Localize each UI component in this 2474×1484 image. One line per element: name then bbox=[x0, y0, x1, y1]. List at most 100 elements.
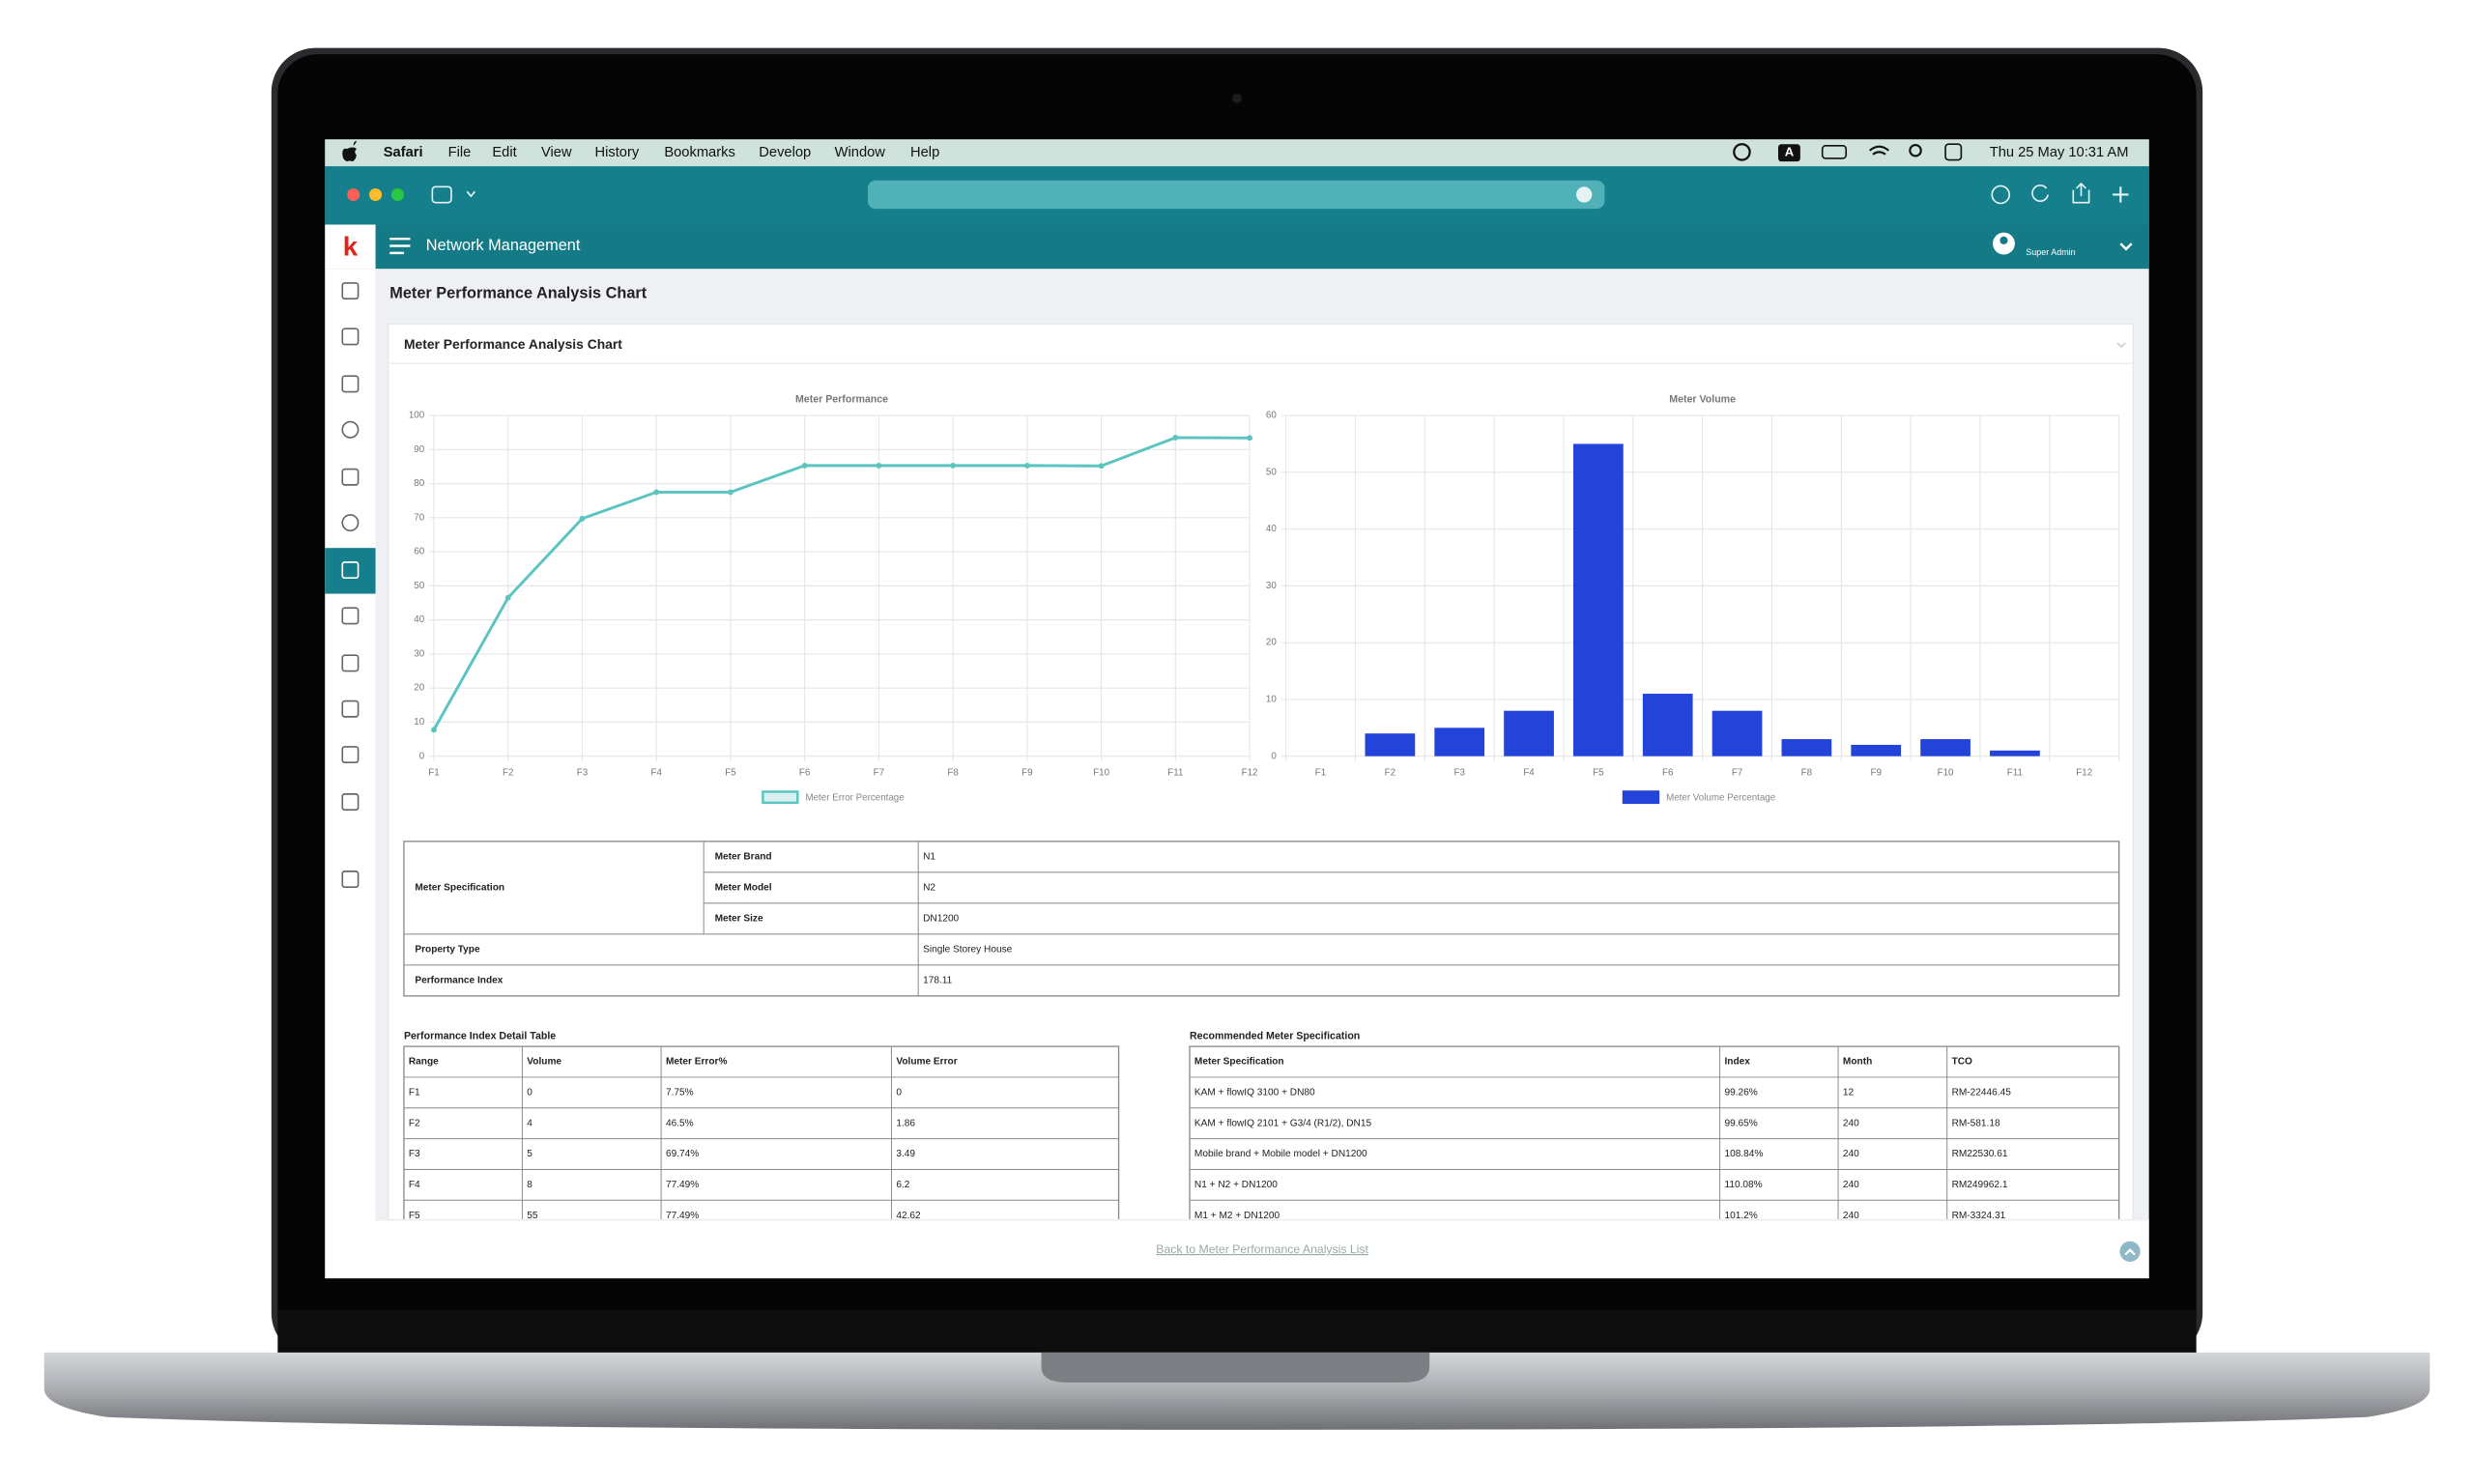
x-tick-label: F11 bbox=[1167, 767, 1183, 778]
sidebar-item[interactable] bbox=[341, 420, 360, 439]
collapse-icon[interactable] bbox=[2116, 342, 2126, 349]
sidebar-toggle[interactable] bbox=[431, 186, 452, 204]
scroll-top[interactable] bbox=[2119, 1241, 2141, 1262]
bar bbox=[1504, 710, 1554, 756]
wifi-icon bbox=[1869, 145, 1889, 156]
tables: Meter Specification Meter Brand N1 Meter Mo… bbox=[403, 841, 2120, 1221]
minimize-button[interactable] bbox=[369, 187, 383, 201]
sidebar-item[interactable] bbox=[341, 607, 360, 625]
x-tick-label: F7 bbox=[874, 767, 884, 778]
sidebar-item[interactable] bbox=[341, 328, 360, 346]
scroll-top-arrow bbox=[2124, 1248, 2136, 1256]
menu-items: Safari File Edit View History Bookmarks Develo… bbox=[384, 145, 940, 160]
card-title: Meter Performance Analysis Chart bbox=[404, 336, 622, 352]
sidebar-item[interactable] bbox=[341, 654, 360, 672]
y-tick-label: 0 bbox=[1271, 751, 1277, 761]
x-tick-label: F12 bbox=[2076, 767, 2092, 778]
reload-icon[interactable] bbox=[2031, 185, 2049, 202]
chin bbox=[277, 1309, 2197, 1355]
menu-item[interactable]: Help bbox=[910, 145, 939, 160]
y-tick-label: 40 bbox=[1266, 524, 1277, 534]
table-cell: 108.84% bbox=[1724, 1149, 1763, 1159]
menu-item[interactable]: File bbox=[448, 145, 472, 160]
share-icon[interactable] bbox=[2072, 182, 2090, 204]
sidebar-item[interactable] bbox=[341, 282, 360, 300]
charts: Meter Performance0102030405060708090100F… bbox=[409, 394, 2120, 805]
user-name[interactable]: Super Admin bbox=[2026, 247, 2075, 257]
table-header: Performance Index bbox=[415, 976, 503, 986]
table-cell: KAM + flowIQ 3100 + DN80 bbox=[1194, 1088, 1315, 1099]
app-title: Network Management bbox=[426, 237, 581, 254]
input-source-icon bbox=[1778, 144, 1800, 162]
menu-item[interactable]: View bbox=[541, 145, 572, 160]
page-menu-icon[interactable] bbox=[1576, 186, 1593, 203]
dropdown-icon bbox=[466, 190, 476, 198]
x-tick-label: F3 bbox=[1453, 767, 1465, 778]
table-cell: F1 bbox=[409, 1088, 420, 1099]
sidebar-item[interactable] bbox=[341, 793, 360, 812]
table-cell: 3.49 bbox=[896, 1149, 915, 1159]
spec-table bbox=[403, 841, 2120, 997]
table-cell: 5 bbox=[527, 1149, 532, 1159]
x-tick-label: F9 bbox=[1021, 767, 1032, 778]
sidebar bbox=[325, 269, 376, 1279]
address-bar[interactable] bbox=[867, 180, 1605, 210]
table-cell: F5 bbox=[409, 1211, 420, 1221]
x-tick-label: F9 bbox=[1871, 767, 1882, 778]
back-link[interactable]: Back to Meter Performance Analysis List bbox=[1156, 1242, 1368, 1256]
point bbox=[653, 489, 660, 496]
zoom-button[interactable] bbox=[390, 187, 404, 201]
legend-swatch bbox=[1622, 790, 1660, 805]
menu-item[interactable]: Bookmarks bbox=[664, 145, 734, 160]
sidebar-item[interactable] bbox=[341, 468, 360, 486]
sidebar-item[interactable] bbox=[341, 870, 360, 889]
x-tick-label: F1 bbox=[428, 767, 439, 778]
chart-title: Meter Performance bbox=[795, 394, 888, 406]
table-cell: 42.62 bbox=[896, 1211, 921, 1221]
table-cell: 77.49% bbox=[666, 1180, 699, 1190]
sidebar-active bbox=[325, 548, 376, 594]
y-tick-label: 20 bbox=[414, 683, 424, 694]
table-cell: DN1200 bbox=[923, 914, 959, 925]
close-button[interactable] bbox=[347, 187, 360, 201]
table-header: Meter Specification bbox=[1194, 1057, 1284, 1068]
table-cell: Single Storey House bbox=[923, 945, 1013, 956]
table-cell: 12 bbox=[1843, 1088, 1855, 1099]
table-header: Meter Brand bbox=[715, 852, 772, 863]
download-icon[interactable] bbox=[1991, 185, 2010, 205]
table-title: Performance Index Detail Table bbox=[404, 1030, 556, 1042]
point bbox=[1023, 462, 1030, 469]
table-cell: RM-3324.31 bbox=[1952, 1211, 2006, 1221]
table-cell: 69.74% bbox=[666, 1149, 699, 1159]
menu-item[interactable]: Edit bbox=[492, 145, 516, 160]
sidebar-item[interactable] bbox=[341, 699, 360, 718]
table-cell: 6.2 bbox=[896, 1180, 909, 1190]
table-header: Index bbox=[1724, 1057, 1750, 1068]
point bbox=[801, 462, 808, 469]
table-header: Volume bbox=[527, 1057, 561, 1068]
sidebar-item[interactable] bbox=[341, 746, 360, 764]
point bbox=[579, 515, 586, 522]
menu-app[interactable]: Safari bbox=[384, 145, 423, 160]
input-source: A bbox=[1785, 145, 1795, 159]
table-header: TCO bbox=[1952, 1057, 1972, 1068]
new-tab-icon[interactable] bbox=[2113, 186, 2129, 203]
menu-toggle[interactable] bbox=[389, 237, 411, 255]
sidebar-item[interactable] bbox=[341, 375, 360, 393]
table-cell: 240 bbox=[1843, 1149, 1859, 1159]
sidebar-item[interactable] bbox=[341, 514, 360, 532]
y-tick-label: 40 bbox=[414, 614, 424, 625]
table-cell: 1.86 bbox=[896, 1118, 915, 1128]
table-cell: 55 bbox=[527, 1211, 538, 1221]
point bbox=[876, 462, 882, 469]
x-tick-label: F7 bbox=[1732, 767, 1742, 778]
menu-item[interactable]: Window bbox=[835, 145, 886, 160]
menu-item[interactable]: History bbox=[595, 145, 640, 160]
footer bbox=[375, 1219, 2149, 1279]
user-dropdown[interactable] bbox=[2119, 243, 2133, 251]
sidebar-icons bbox=[341, 282, 360, 889]
sidebar-item[interactable] bbox=[341, 561, 360, 580]
menu-item[interactable]: Develop bbox=[759, 145, 811, 160]
table-cell: 77.49% bbox=[666, 1211, 699, 1221]
table-cell: N1 + N2 + DN1200 bbox=[1194, 1180, 1278, 1190]
